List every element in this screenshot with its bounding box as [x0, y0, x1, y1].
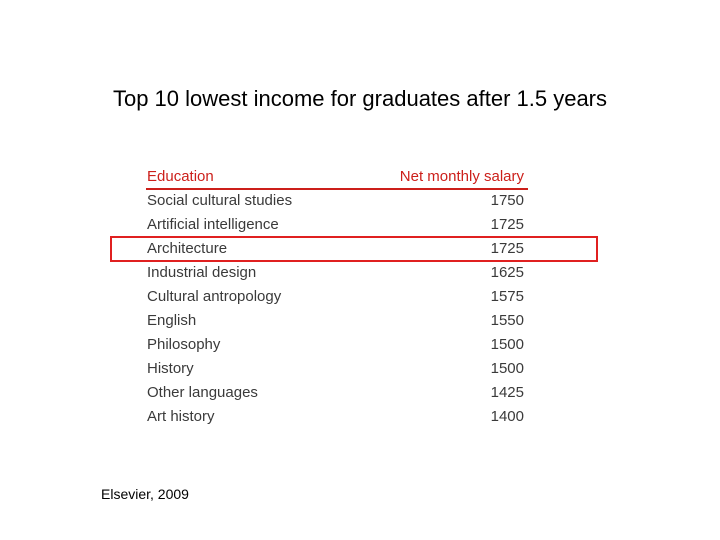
education-cell: Cultural antropology [147, 288, 282, 305]
education-cell: English [147, 312, 197, 329]
salary-cell: 1425 [490, 384, 524, 401]
column-header-education: Education [147, 168, 214, 185]
salary-cell: 1500 [490, 336, 524, 353]
table-row: Other languages 1425 [146, 381, 528, 405]
salary-cell: 1750 [490, 192, 524, 209]
header-divider [146, 188, 528, 190]
education-cell: Art history [147, 408, 215, 425]
salary-cell: 1500 [490, 360, 524, 377]
education-cell: Other languages [147, 384, 258, 401]
salary-cell: 1400 [490, 408, 524, 425]
education-cell: Architecture [147, 240, 228, 257]
table-row: History 1500 [146, 357, 528, 381]
education-cell: Social cultural studies [147, 192, 293, 209]
education-cell: History [147, 360, 194, 377]
table-row: Cultural antropology 1575 [146, 285, 528, 309]
salary-cell: 1725 [490, 240, 524, 257]
table-row: Industrial design 1625 [146, 261, 528, 285]
table-row-highlighted: Architecture 1725 [146, 237, 528, 261]
column-header-salary: Net monthly salary [399, 168, 524, 185]
table-row: Social cultural studies 1750 [146, 189, 528, 213]
table-row: Art history 1400 [146, 405, 528, 429]
education-cell: Artificial intelligence [147, 216, 279, 233]
table-row: Artificial intelligence 1725 [146, 213, 528, 237]
table-row: Philosophy 1500 [146, 333, 528, 357]
education-cell: Philosophy [147, 336, 221, 353]
table-header-row: Education Net monthly salary [146, 165, 528, 190]
source-citation: Elsevier, 2009 [101, 486, 189, 502]
salary-cell: 1575 [490, 288, 524, 305]
highlight-box-architecture [110, 236, 598, 262]
salary-table: Education Net monthly salary Social cult… [146, 165, 528, 429]
salary-cell: 1625 [490, 264, 524, 281]
table-row: English 1550 [146, 309, 528, 333]
salary-cell: 1550 [490, 312, 524, 329]
slide-title: Top 10 lowest income for graduates after… [112, 86, 608, 111]
education-cell: Industrial design [147, 264, 257, 281]
salary-cell: 1725 [490, 216, 524, 233]
